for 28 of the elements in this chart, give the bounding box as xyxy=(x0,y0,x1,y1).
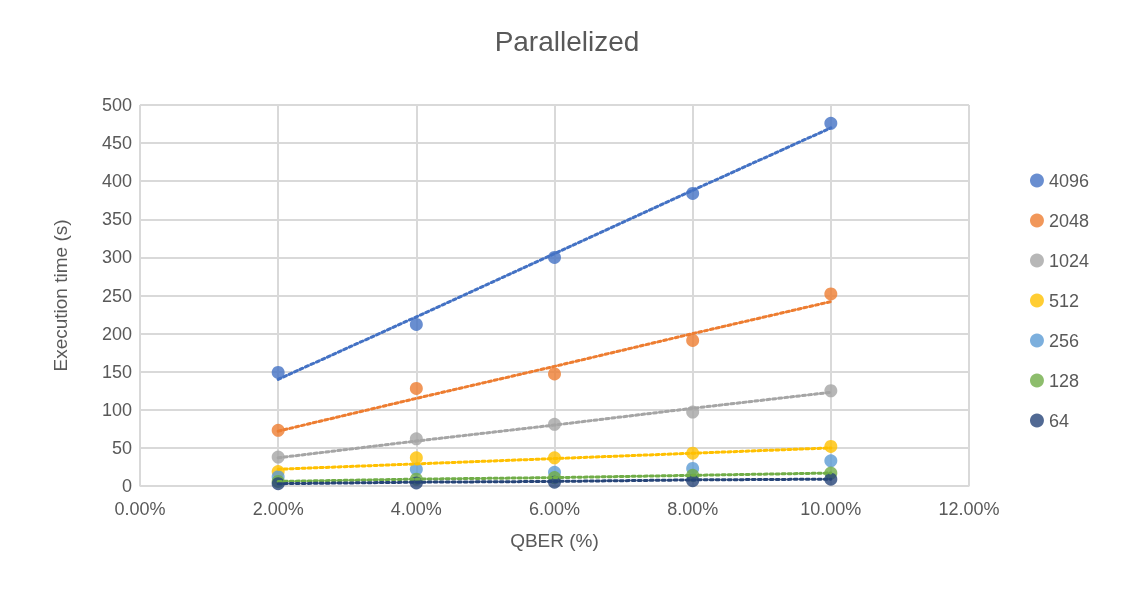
x-tick-label: 10.00% xyxy=(800,499,862,519)
y-tick-label: 150 xyxy=(101,361,132,382)
y-tick-label: 50 xyxy=(111,437,132,458)
legend-label: 2048 xyxy=(1048,210,1089,231)
y-tick-label: 500 xyxy=(101,95,132,115)
legend-label: 64 xyxy=(1048,410,1069,431)
x-tick-label: 2.00% xyxy=(252,499,304,519)
y-axis-title: Execution time (s) xyxy=(50,219,71,372)
y-tick-label: 400 xyxy=(101,171,132,192)
y-tick-label: 200 xyxy=(101,323,132,344)
chart-title: Parallelized xyxy=(494,25,640,57)
y-tick-label: 0 xyxy=(121,476,132,496)
x-tick-label: 8.00% xyxy=(667,499,719,519)
y-tick-label: 100 xyxy=(101,399,132,420)
y-tick-label: 350 xyxy=(101,209,132,230)
x-tick-label: 12.00% xyxy=(938,499,1000,519)
legend-label: 128 xyxy=(1048,370,1079,391)
y-tick-label: 450 xyxy=(101,133,132,154)
legend-label: 512 xyxy=(1048,290,1079,311)
x-tick-label: 4.00% xyxy=(390,499,442,519)
x-axis-title: QBER (%) xyxy=(510,530,599,551)
x-tick-label: 6.00% xyxy=(528,499,581,519)
y-tick-label: 250 xyxy=(101,285,132,306)
legend-label: 1024 xyxy=(1048,250,1089,271)
legend-label: 256 xyxy=(1048,330,1079,351)
x-tick-label: 0.00% xyxy=(114,499,166,519)
legend-label: 4096 xyxy=(1048,170,1089,191)
y-tick-label: 300 xyxy=(101,247,132,268)
